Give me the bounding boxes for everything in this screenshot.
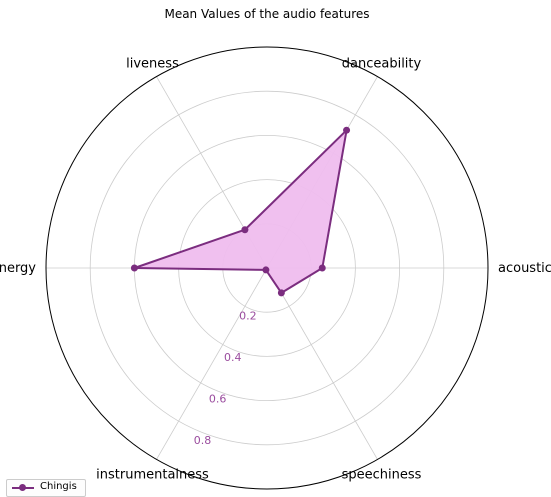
spoke-speechiness <box>266 267 378 460</box>
legend-series-name: Chingis <box>40 481 77 492</box>
radar-radial-ticks: 0.2 0.4 0.6 0.8 <box>194 310 257 448</box>
point-danceability <box>343 126 351 134</box>
radar-series <box>130 126 351 297</box>
axis-label-danceability: danceability <box>342 57 422 72</box>
point-liveness <box>241 226 249 234</box>
axis-label-liveness: liveness <box>126 57 179 72</box>
axis-label-speechiness: speechiness <box>342 467 422 482</box>
axis-label-energy: energy <box>0 261 36 276</box>
outer-frame <box>45 46 489 490</box>
radar-axis-labels: acousticness danceability liveness energy in… <box>0 57 551 483</box>
chart-title: Mean Values of the audio features <box>164 7 369 21</box>
legend: Chingis <box>6 479 86 497</box>
axis-label-acousticness: acousticness <box>498 261 551 276</box>
point-energy <box>130 264 138 272</box>
radial-tick-0.8: 0.8 <box>194 434 212 447</box>
axis-label-instrumentalness: instrumentalness <box>96 467 209 482</box>
point-acousticness <box>318 264 326 272</box>
legend-marker-swatch <box>19 484 26 491</box>
point-instrumentalness <box>262 266 270 274</box>
point-speechiness <box>277 289 285 297</box>
radial-tick-0.4: 0.4 <box>224 351 242 364</box>
radial-tick-0.6: 0.6 <box>209 393 227 406</box>
radial-tick-0.2: 0.2 <box>239 310 257 323</box>
series-area-0 <box>133 129 348 294</box>
spoke-instrumentalness <box>156 267 268 460</box>
